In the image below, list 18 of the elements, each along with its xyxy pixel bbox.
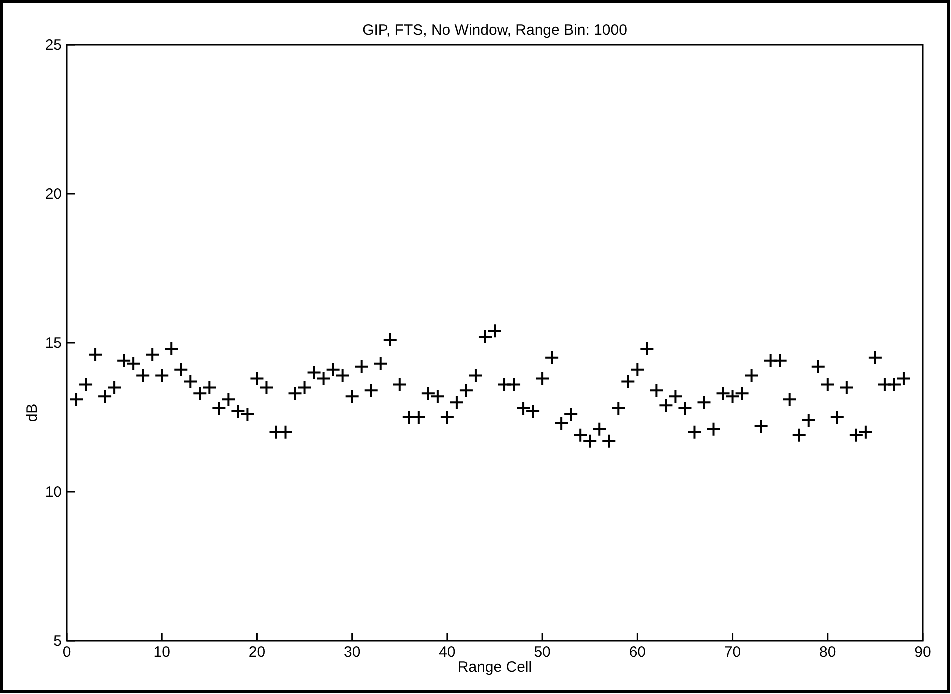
y-tick-label: 20 [45, 186, 62, 203]
x-tick-label: 20 [248, 644, 266, 661]
x-tick-label: 90 [914, 644, 932, 661]
x-tick-label: 40 [439, 644, 456, 661]
x-tick-label: 50 [534, 644, 551, 661]
y-tick-label: 25 [45, 37, 62, 54]
x-tick-label: 0 [62, 644, 72, 661]
x-tick-label: 60 [629, 644, 646, 661]
x-axis-title: Range Cell [458, 659, 532, 676]
y-tick-label: 15 [45, 335, 62, 352]
x-tick-label: 70 [724, 644, 742, 661]
y-tick-label: 5 [54, 633, 62, 650]
chart-title: GIP, FTS, No Window, Range Bin: 1000 [362, 22, 628, 39]
y-tick-label: 10 [45, 484, 62, 501]
x-tick-label: 80 [820, 644, 836, 661]
y-axis-title: dB [24, 404, 41, 422]
x-tick-label: 30 [344, 644, 361, 661]
x-tick-label: 10 [154, 644, 170, 661]
